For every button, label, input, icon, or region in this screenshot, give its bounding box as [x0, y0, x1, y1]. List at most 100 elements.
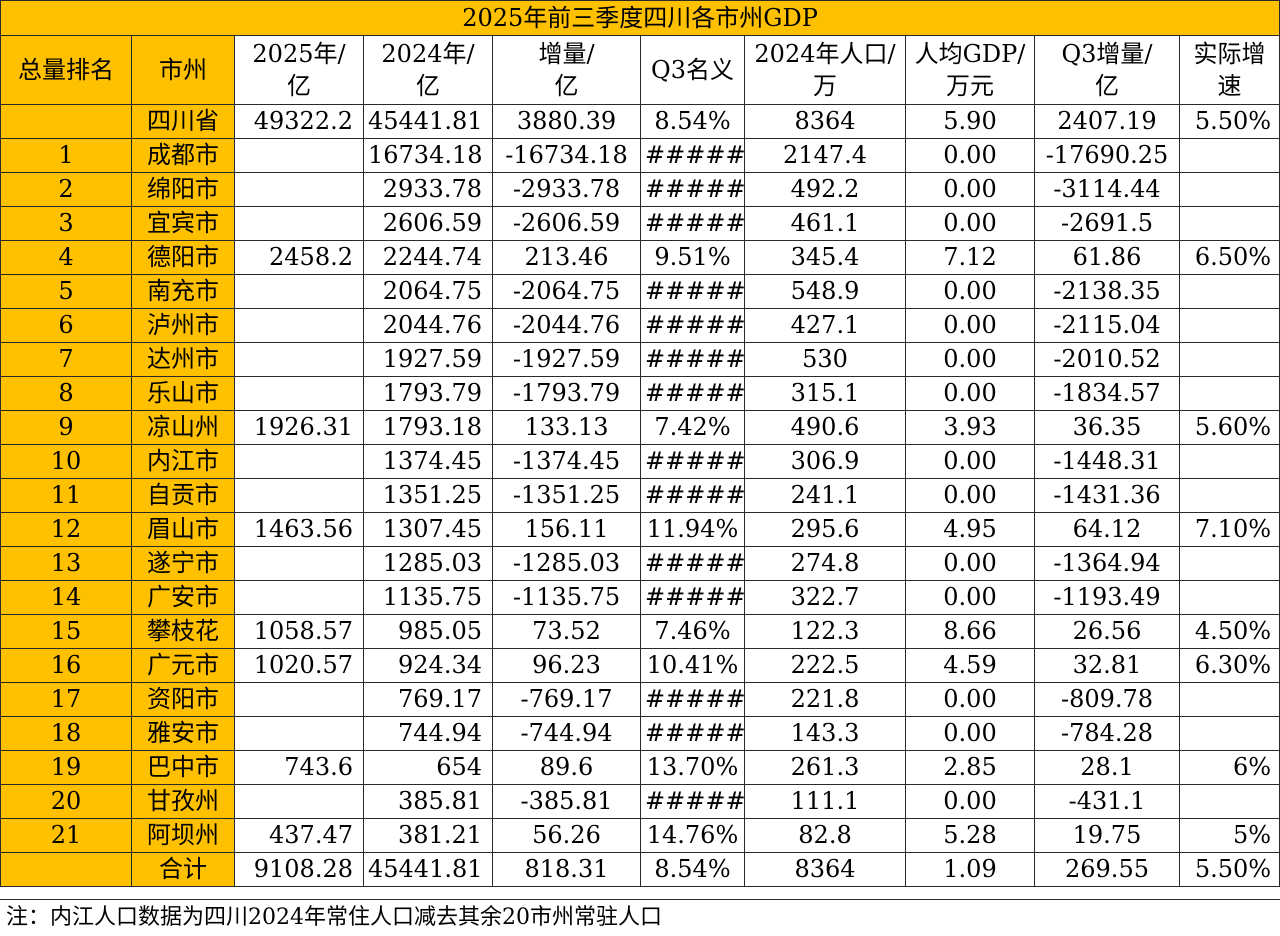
cell-population[interactable]: 82.8 [744, 818, 906, 853]
cell-gdp-2024[interactable]: 1135.75 [363, 580, 493, 615]
cell-per-capita[interactable]: 4.59 [905, 648, 1035, 683]
cell-rank[interactable]: 12 [0, 512, 132, 547]
cell-gdp-2025[interactable] [234, 342, 364, 377]
cell-real-growth[interactable] [1178, 206, 1280, 241]
cell-real-growth[interactable] [1178, 308, 1280, 343]
header-city[interactable]: 市州 [131, 35, 235, 105]
cell-per-capita[interactable]: 4.95 [905, 512, 1035, 547]
cell-q3-increase[interactable]: -809.78 [1034, 682, 1180, 717]
cell-q3-increase[interactable]: -2691.5 [1034, 206, 1180, 241]
cell-q3-nominal[interactable]: ###### [640, 546, 745, 581]
cell-city[interactable]: 雅安市 [131, 716, 235, 751]
cell-rank[interactable]: 2 [0, 172, 132, 207]
cell-gdp-2025[interactable]: 2458.2 [234, 240, 364, 275]
cell-rank[interactable]: 8 [0, 376, 132, 411]
cell-q3-nominal[interactable]: ###### [640, 172, 745, 207]
cell-gdp-2025[interactable] [234, 444, 364, 479]
cell-q3-nominal[interactable]: ###### [640, 274, 745, 309]
cell-city[interactable]: 广安市 [131, 580, 235, 615]
header-q3-nominal[interactable]: Q3名义 [640, 35, 745, 105]
cell-rank[interactable]: 11 [0, 478, 132, 513]
cell-population[interactable]: 461.1 [744, 206, 906, 241]
cell-rank[interactable]: 19 [0, 750, 132, 785]
cell-increase[interactable]: 89.6 [492, 750, 641, 785]
cell-rank[interactable] [0, 852, 132, 887]
cell-population[interactable]: 490.6 [744, 410, 906, 445]
cell-gdp-2024[interactable]: 45441.81 [363, 104, 493, 139]
cell-gdp-2025[interactable] [234, 784, 364, 819]
cell-gdp-2025[interactable] [234, 580, 364, 615]
cell-q3-increase[interactable]: -431.1 [1034, 784, 1180, 819]
cell-q3-increase[interactable]: -2138.35 [1034, 274, 1180, 309]
cell-gdp-2025[interactable]: 1058.57 [234, 614, 364, 649]
cell-per-capita[interactable]: 0.00 [905, 138, 1035, 173]
cell-per-capita[interactable]: 5.28 [905, 818, 1035, 853]
cell-gdp-2024[interactable]: 1793.79 [363, 376, 493, 411]
cell-q3-nominal[interactable]: ###### [640, 308, 745, 343]
cell-gdp-2024[interactable]: 1307.45 [363, 512, 493, 547]
cell-q3-nominal[interactable]: ###### [640, 342, 745, 377]
cell-gdp-2025[interactable]: 437.47 [234, 818, 364, 853]
cell-increase[interactable]: 3880.39 [492, 104, 641, 139]
cell-q3-nominal[interactable]: 13.70% [640, 750, 745, 785]
cell-increase[interactable]: -2606.59 [492, 206, 641, 241]
cell-per-capita[interactable]: 0.00 [905, 546, 1035, 581]
cell-per-capita[interactable]: 7.12 [905, 240, 1035, 275]
cell-population[interactable]: 274.8 [744, 546, 906, 581]
cell-rank[interactable]: 13 [0, 546, 132, 581]
header-2024[interactable]: 2024年/亿 [363, 35, 493, 105]
cell-per-capita[interactable]: 0.00 [905, 580, 1035, 615]
cell-q3-increase[interactable]: 61.86 [1034, 240, 1180, 275]
cell-real-growth[interactable] [1178, 172, 1280, 207]
cell-increase[interactable]: 73.52 [492, 614, 641, 649]
cell-rank[interactable]: 4 [0, 240, 132, 275]
cell-q3-increase[interactable]: -2010.52 [1034, 342, 1180, 377]
cell-population[interactable]: 241.1 [744, 478, 906, 513]
cell-population[interactable]: 427.1 [744, 308, 906, 343]
cell-city[interactable]: 南充市 [131, 274, 235, 309]
header-rank[interactable]: 总量排名 [0, 35, 132, 105]
cell-gdp-2024[interactable]: 1374.45 [363, 444, 493, 479]
cell-q3-nominal[interactable]: ###### [640, 444, 745, 479]
cell-per-capita[interactable]: 0.00 [905, 274, 1035, 309]
cell-city[interactable]: 攀枝花 [131, 614, 235, 649]
cell-increase[interactable]: -1927.59 [492, 342, 641, 377]
cell-increase[interactable]: -769.17 [492, 682, 641, 717]
cell-q3-increase[interactable]: 28.1 [1034, 750, 1180, 785]
cell-gdp-2024[interactable]: 924.34 [363, 648, 493, 683]
cell-q3-nominal[interactable]: 9.51% [640, 240, 745, 275]
cell-increase[interactable]: -1135.75 [492, 580, 641, 615]
cell-per-capita[interactable]: 0.00 [905, 376, 1035, 411]
cell-gdp-2024[interactable]: 45441.81 [363, 852, 493, 887]
cell-q3-increase[interactable]: 32.81 [1034, 648, 1180, 683]
cell-q3-nominal[interactable]: ###### [640, 478, 745, 513]
cell-increase[interactable]: -2064.75 [492, 274, 641, 309]
cell-rank[interactable]: 21 [0, 818, 132, 853]
cell-q3-nominal[interactable]: ###### [640, 206, 745, 241]
cell-rank[interactable]: 15 [0, 614, 132, 649]
cell-increase[interactable]: -1351.25 [492, 478, 641, 513]
cell-population[interactable]: 111.1 [744, 784, 906, 819]
cell-gdp-2024[interactable]: 2933.78 [363, 172, 493, 207]
cell-real-growth[interactable] [1178, 376, 1280, 411]
cell-rank[interactable]: 9 [0, 410, 132, 445]
cell-q3-increase[interactable]: -1193.49 [1034, 580, 1180, 615]
cell-city[interactable]: 广元市 [131, 648, 235, 683]
cell-city[interactable]: 达州市 [131, 342, 235, 377]
cell-city[interactable]: 资阳市 [131, 682, 235, 717]
cell-q3-increase[interactable]: -1431.36 [1034, 478, 1180, 513]
cell-increase[interactable]: -385.81 [492, 784, 641, 819]
cell-gdp-2024[interactable]: 2064.75 [363, 274, 493, 309]
cell-city[interactable]: 遂宁市 [131, 546, 235, 581]
cell-gdp-2025[interactable] [234, 138, 364, 173]
cell-population[interactable]: 122.3 [744, 614, 906, 649]
cell-q3-increase[interactable]: -1448.31 [1034, 444, 1180, 479]
cell-q3-nominal[interactable]: ###### [640, 784, 745, 819]
cell-gdp-2025[interactable]: 49322.2 [234, 104, 364, 139]
cell-rank[interactable]: 7 [0, 342, 132, 377]
cell-city[interactable]: 内江市 [131, 444, 235, 479]
cell-real-growth[interactable]: 4.50% [1178, 614, 1280, 649]
cell-rank[interactable]: 16 [0, 648, 132, 683]
cell-gdp-2025[interactable] [234, 716, 364, 751]
cell-population[interactable]: 345.4 [744, 240, 906, 275]
